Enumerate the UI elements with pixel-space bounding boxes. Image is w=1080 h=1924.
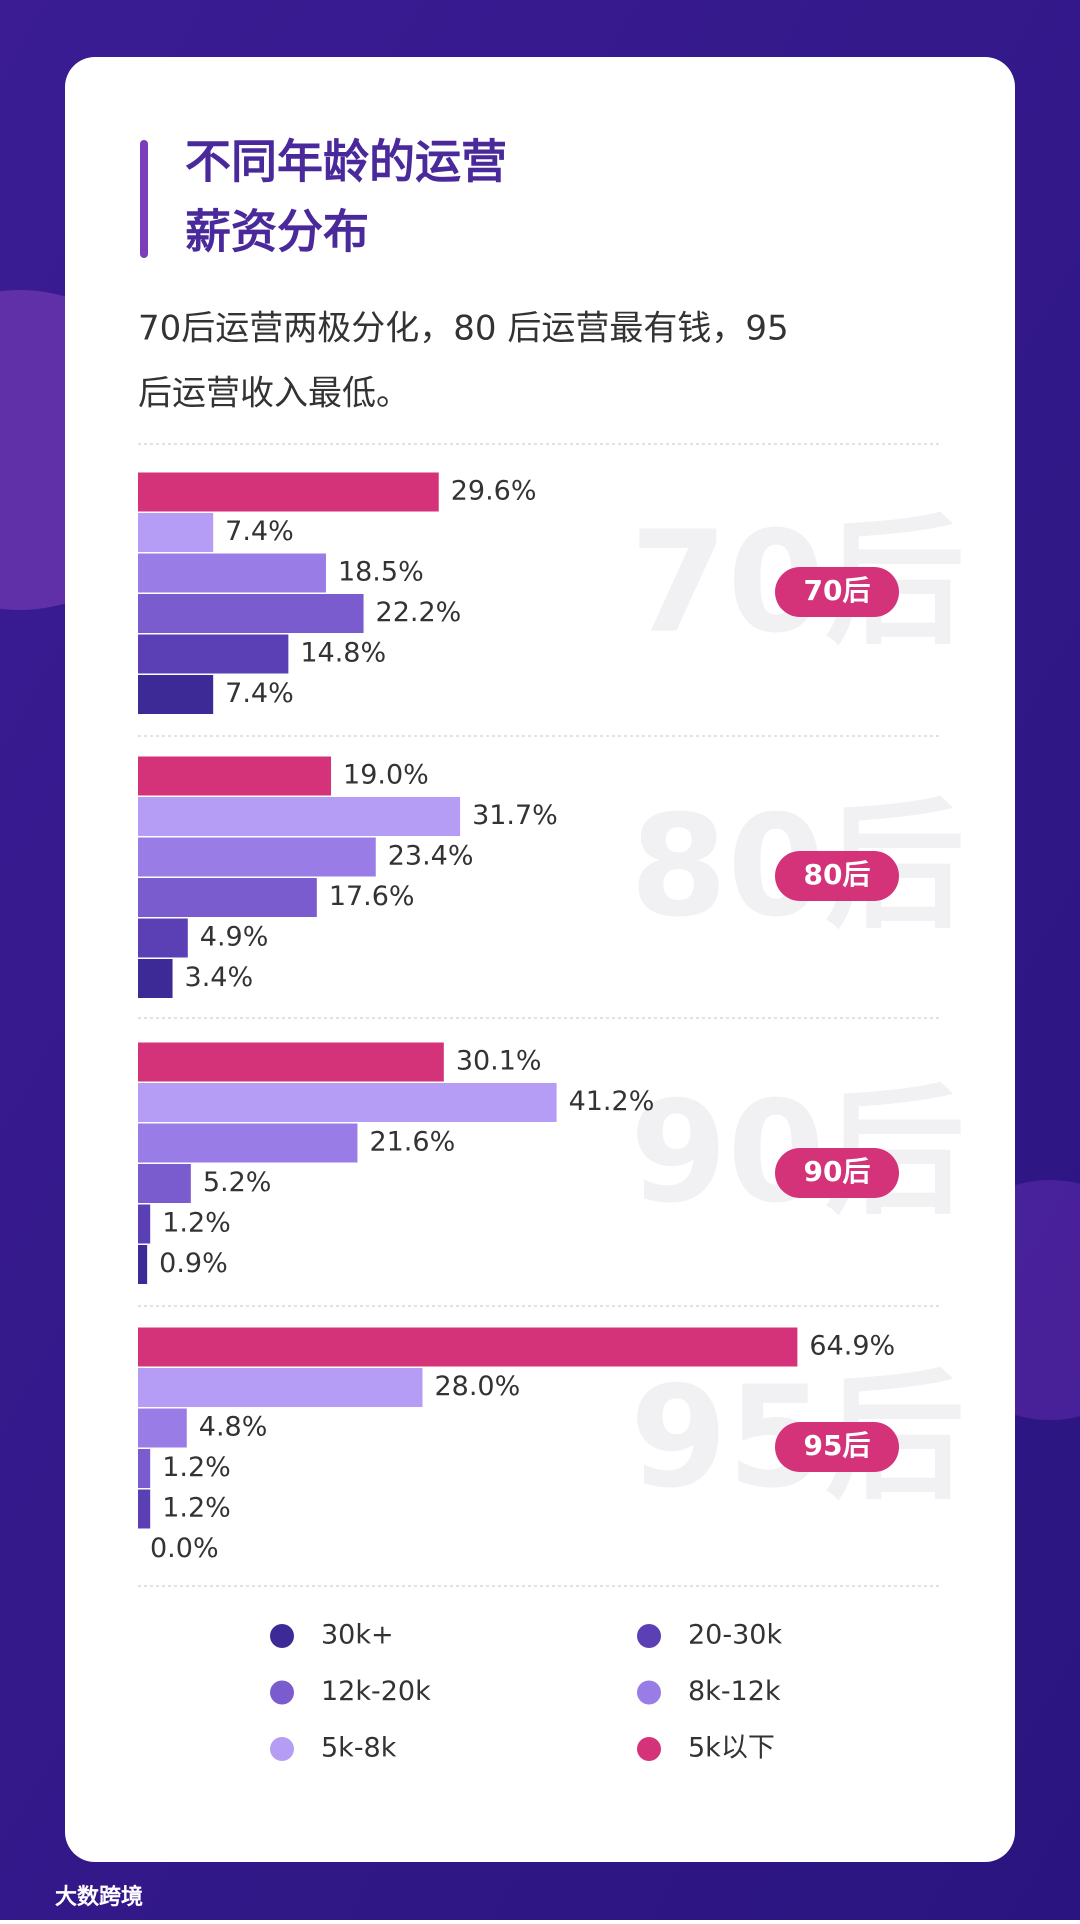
legend-label: 30k+ [321,1620,394,1651]
bar [138,1042,444,1082]
value-label: 31.7% [472,800,558,831]
title: 薪资分布 [185,205,369,259]
bar [138,634,289,674]
legend-marker [270,1624,294,1648]
badge [775,851,899,901]
title-accent [140,140,148,258]
badge-label: 95后 [804,1429,871,1462]
bar [138,1327,798,1367]
value-label: 4.9% [200,922,269,953]
value-label: 18.5% [338,557,424,588]
bar [138,1164,191,1203]
value-label: 28.0% [434,1371,520,1402]
value-label: 1.2% [162,1493,231,1524]
subtitle: 后运营收入最低。 [138,374,410,414]
bar [138,553,326,593]
bar [138,1245,148,1284]
legend-marker [270,1680,294,1705]
value-label: 0.9% [159,1248,228,1279]
bar [138,1368,423,1407]
legend-label: 5k以下 [688,1733,775,1764]
badge-label: 70后 [804,574,871,607]
value-label: 23.4% [388,841,474,872]
bar [138,472,439,512]
value-label: 1.2% [162,1452,231,1483]
subtitle: 70后运营两极分化，80 后运营最有钱，95 [138,309,789,349]
legend-marker [270,1737,294,1761]
value-label: 22.2% [376,597,462,628]
bar [138,1489,151,1529]
legend-marker [637,1680,661,1705]
title: 不同年龄的运营 [185,135,507,189]
value-label: 17.6% [329,881,415,912]
bar [138,797,461,836]
bar [138,1204,151,1244]
bar [138,1408,187,1448]
bar [138,918,188,958]
value-label: 21.6% [369,1127,455,1158]
legend-label: 5k-8k [321,1733,397,1764]
bar [138,959,173,998]
value-label: 5.2% [203,1167,272,1198]
badge [775,1422,899,1472]
legend-marker [637,1737,661,1761]
value-label: 64.9% [809,1331,895,1362]
value-label: 4.8% [199,1412,268,1443]
legend-label: 8k-12k [688,1676,781,1707]
value-label: 1.2% [162,1208,231,1239]
value-label: 30.1% [456,1046,542,1077]
value-label: 29.6% [451,476,537,507]
value-label: 19.0% [343,760,429,791]
bar [138,675,214,714]
bar [138,756,332,796]
bar [138,1449,151,1488]
value-label: 7.4% [225,678,294,709]
value-label: 0.0% [150,1533,219,1564]
legend-marker [637,1624,661,1648]
value-label: 3.4% [185,962,254,993]
value-label: 7.4% [225,516,294,547]
bar [138,1083,557,1122]
bar [138,1123,358,1163]
value-label: 14.8% [300,638,386,669]
legend-label: 20-30k [688,1620,782,1651]
bar [138,513,214,552]
badge [775,567,899,617]
badge [775,1148,899,1198]
legend-label: 12k-20k [321,1676,431,1707]
badge-label: 80后 [804,858,871,891]
badge-label: 90后 [804,1155,871,1188]
brand: 大数跨境 [55,1884,143,1910]
value-label: 41.2% [569,1086,655,1117]
bar [138,594,364,633]
bar [138,878,317,917]
bar [138,837,376,877]
